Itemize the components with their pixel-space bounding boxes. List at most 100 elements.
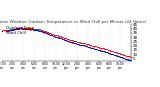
Point xyxy=(125,55,127,56)
Point xyxy=(26,28,29,29)
Point xyxy=(67,41,69,42)
Point xyxy=(26,29,28,30)
Point xyxy=(74,41,76,42)
Point xyxy=(60,36,63,37)
Point xyxy=(115,55,118,56)
Point xyxy=(125,58,128,60)
Point xyxy=(99,50,102,51)
Point xyxy=(39,30,41,31)
Point xyxy=(107,52,110,54)
Point xyxy=(81,42,84,43)
Point xyxy=(19,28,21,29)
Point xyxy=(78,42,81,43)
Point xyxy=(53,36,56,37)
Point xyxy=(108,52,110,54)
Point xyxy=(35,28,38,29)
Point xyxy=(24,28,26,30)
Point xyxy=(127,59,130,60)
Point xyxy=(63,37,65,38)
Point xyxy=(109,53,112,55)
Point xyxy=(104,48,107,50)
Point xyxy=(43,32,46,33)
Point xyxy=(38,29,41,30)
Point xyxy=(71,40,74,41)
Point xyxy=(7,30,9,31)
Point xyxy=(87,46,90,48)
Point xyxy=(77,44,80,45)
Point xyxy=(98,47,101,48)
Point xyxy=(93,45,95,47)
Point xyxy=(129,56,132,57)
Point xyxy=(120,53,123,55)
Point xyxy=(20,28,23,29)
Point xyxy=(15,28,17,29)
Point xyxy=(96,49,98,50)
Point xyxy=(92,48,95,49)
Point xyxy=(128,59,131,60)
Point xyxy=(43,32,46,33)
Point xyxy=(116,52,118,53)
Point xyxy=(115,52,118,53)
Point xyxy=(95,48,97,50)
Point xyxy=(53,36,56,37)
Point xyxy=(16,28,18,30)
Point xyxy=(113,51,115,52)
Point xyxy=(33,29,36,30)
Point xyxy=(25,27,27,29)
Point xyxy=(54,36,56,37)
Point xyxy=(99,50,101,51)
Point xyxy=(98,47,100,48)
Point xyxy=(30,29,33,30)
Point xyxy=(120,56,122,58)
Point xyxy=(37,30,39,31)
Point xyxy=(70,41,73,43)
Point xyxy=(101,48,103,49)
Point xyxy=(25,27,27,29)
Point xyxy=(75,43,77,44)
Point xyxy=(21,28,24,29)
Point xyxy=(109,53,112,54)
Point xyxy=(105,51,107,53)
Point xyxy=(32,28,34,29)
Point xyxy=(86,46,89,47)
Point xyxy=(57,35,59,36)
Point xyxy=(39,29,42,30)
Point xyxy=(66,40,68,41)
Point xyxy=(5,30,7,31)
Point xyxy=(76,41,79,43)
Point xyxy=(55,35,58,36)
Point xyxy=(26,28,28,30)
Point xyxy=(40,29,42,30)
Point xyxy=(10,29,13,30)
Point xyxy=(43,31,46,33)
Point xyxy=(112,54,115,55)
Point xyxy=(35,29,38,31)
Point xyxy=(40,29,43,31)
Point xyxy=(82,45,85,46)
Point xyxy=(53,34,56,35)
Point xyxy=(109,50,112,51)
Point xyxy=(85,43,88,45)
Point xyxy=(79,42,82,43)
Point xyxy=(27,29,29,30)
Point xyxy=(30,28,32,29)
Point xyxy=(34,29,36,31)
Point xyxy=(62,37,65,38)
Point xyxy=(119,53,121,54)
Point xyxy=(84,45,87,47)
Point xyxy=(10,29,12,30)
Point xyxy=(111,50,113,52)
Point xyxy=(79,42,81,43)
Point xyxy=(22,27,24,28)
Point xyxy=(42,30,44,31)
Point xyxy=(72,40,74,41)
Point xyxy=(63,39,66,40)
Point xyxy=(52,35,54,36)
Point xyxy=(116,55,119,57)
Point xyxy=(24,28,27,30)
Point xyxy=(26,27,28,29)
Point xyxy=(78,44,80,45)
Point xyxy=(100,47,103,49)
Point xyxy=(90,47,93,49)
Point xyxy=(100,50,102,51)
